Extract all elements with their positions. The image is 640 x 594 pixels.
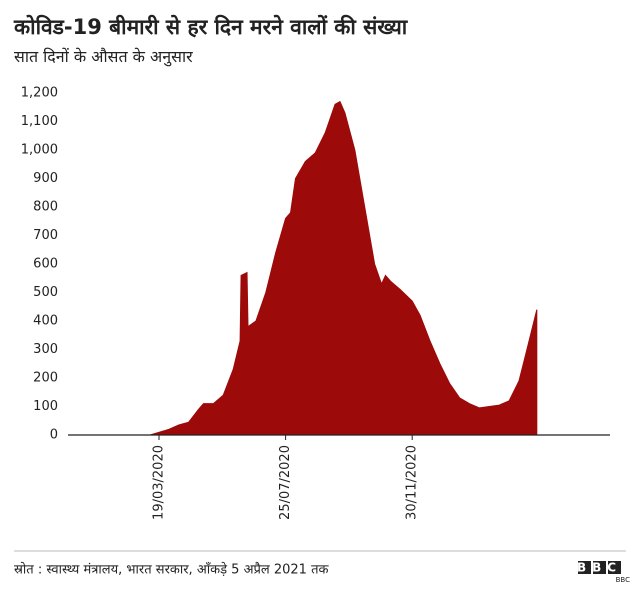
y-tick-label: 1,200 xyxy=(21,86,58,101)
logo-box xyxy=(593,561,606,574)
x-tick-label: 25/07/2020 xyxy=(278,445,293,520)
logo-box xyxy=(608,561,621,574)
y-tick-label: 200 xyxy=(33,371,58,386)
area xyxy=(149,100,538,436)
chart-subtitle: सात दिनों के औसत के अनुसार xyxy=(14,47,193,67)
logo-box xyxy=(578,561,591,574)
y-tick-label: 400 xyxy=(33,314,58,329)
y-tick-label: 0 xyxy=(50,428,58,443)
y-tick-label: 700 xyxy=(33,228,58,243)
y-tick-label: 1,100 xyxy=(21,114,58,129)
y-tick-label: 300 xyxy=(33,342,58,357)
x-tick-label: 30/11/2020 xyxy=(405,445,420,520)
y-tick-label: 900 xyxy=(33,171,58,186)
logo: BBC xyxy=(577,561,622,575)
y-tick-label: 1,000 xyxy=(21,143,58,158)
chart-title: कोविड-19 बीमारी से हर दिन मरने वालों की … xyxy=(13,14,409,39)
y-tick-label: 500 xyxy=(33,285,58,300)
y-tick-label: 800 xyxy=(33,200,58,215)
source: स्रोत : स्वास्थ्य मंत्रालय, भारत सरकार, … xyxy=(14,562,329,578)
y-tick-label: 100 xyxy=(33,399,58,414)
x-tick-label: 19/03/2020 xyxy=(151,445,166,520)
logo-small: BBC xyxy=(616,576,630,584)
logo-text: BBC xyxy=(577,561,622,575)
y-tick-label: 600 xyxy=(33,257,58,272)
